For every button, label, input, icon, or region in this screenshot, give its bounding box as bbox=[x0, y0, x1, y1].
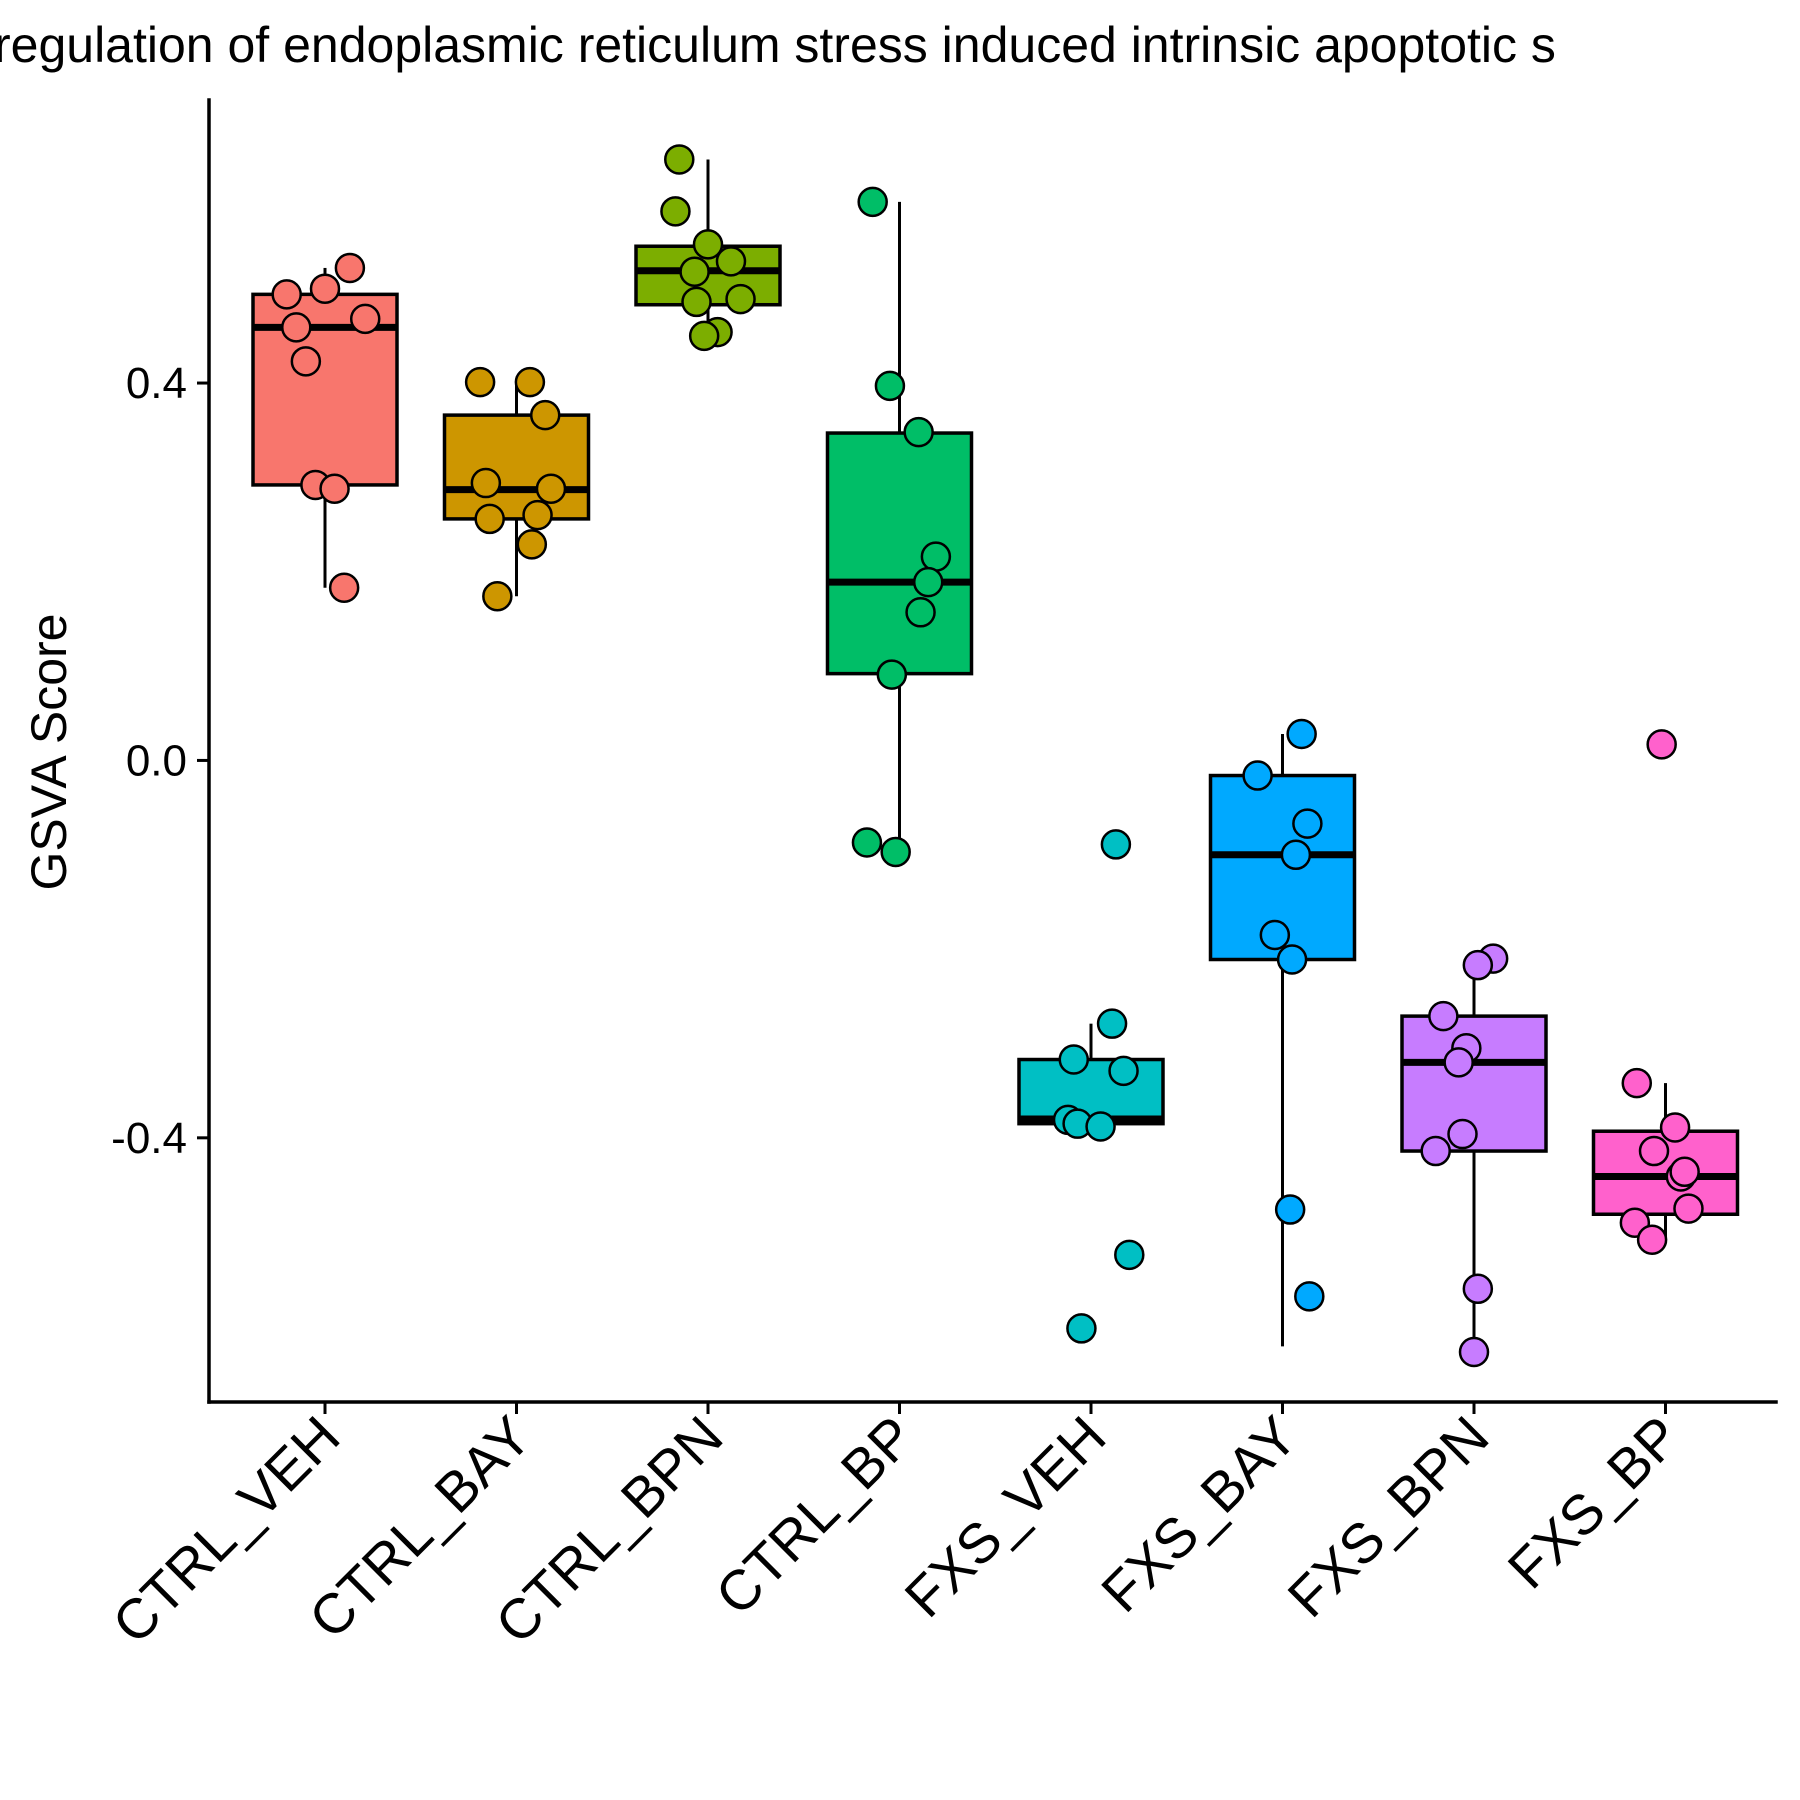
x-tick-label: FXS_BAY bbox=[1089, 1404, 1309, 1624]
data-point bbox=[857, 186, 888, 218]
data-point bbox=[1096, 1008, 1128, 1039]
data-point bbox=[470, 467, 502, 499]
data-point bbox=[725, 283, 756, 315]
data-point bbox=[1114, 1239, 1145, 1271]
y-axis-ticks: -0.4 0.0 0.4 bbox=[111, 359, 209, 1163]
box-fxs-bay bbox=[1208, 734, 1357, 1347]
data-point bbox=[1292, 808, 1323, 839]
data-point bbox=[514, 366, 546, 398]
data-point bbox=[1621, 1067, 1653, 1099]
data-point bbox=[660, 196, 691, 227]
data-point bbox=[1276, 944, 1308, 975]
data-point bbox=[271, 279, 302, 310]
data-point bbox=[715, 246, 747, 277]
data-point bbox=[1274, 1194, 1306, 1225]
data-point bbox=[1646, 729, 1677, 760]
data-point bbox=[516, 529, 548, 560]
data-point bbox=[679, 256, 710, 287]
data-point bbox=[1058, 1044, 1090, 1075]
data-point bbox=[903, 416, 934, 448]
data-point bbox=[464, 366, 496, 398]
data-point bbox=[664, 144, 695, 175]
data-point bbox=[1286, 718, 1317, 750]
points-fxs-bay bbox=[1242, 718, 1325, 1312]
data-point bbox=[1085, 1111, 1116, 1142]
box-body bbox=[1017, 1057, 1165, 1126]
data-point bbox=[1669, 1156, 1700, 1188]
x-tick-label: CTRL_BP bbox=[703, 1404, 926, 1627]
data-point bbox=[334, 252, 366, 284]
x-tick-label: FXS_BP bbox=[1496, 1404, 1692, 1600]
data-point bbox=[912, 566, 944, 598]
data-point bbox=[851, 827, 883, 858]
data-point bbox=[281, 312, 312, 343]
data-point bbox=[1259, 919, 1291, 951]
data-point bbox=[1294, 1281, 1325, 1312]
points-fxs-veh bbox=[1052, 829, 1145, 1344]
y-tick-label: -0.4 bbox=[111, 1114, 187, 1163]
data-point bbox=[1100, 829, 1132, 860]
data-point bbox=[1066, 1313, 1097, 1344]
data-point bbox=[1638, 1135, 1670, 1167]
box-plots bbox=[251, 159, 1740, 1352]
box-ctrl-bp bbox=[825, 201, 974, 852]
data-point bbox=[482, 581, 513, 612]
data-point bbox=[1242, 760, 1273, 791]
points-ctrl-veh bbox=[271, 252, 381, 604]
data-point bbox=[309, 273, 341, 304]
data-point bbox=[474, 503, 505, 535]
points-fxs-bp bbox=[1619, 729, 1704, 1255]
data-point bbox=[1443, 1047, 1474, 1078]
data-point bbox=[1420, 1135, 1451, 1167]
data-points bbox=[271, 144, 1704, 1368]
data-point bbox=[522, 499, 553, 531]
data-point bbox=[681, 286, 712, 318]
points-ctrl-bay bbox=[464, 366, 567, 612]
data-point bbox=[1636, 1224, 1668, 1255]
box-ctrl-bay bbox=[442, 382, 591, 597]
data-point bbox=[1659, 1112, 1691, 1143]
data-point bbox=[1447, 1118, 1478, 1150]
data-point bbox=[688, 320, 720, 352]
data-point bbox=[1462, 1273, 1494, 1305]
y-tick-label: 0.0 bbox=[126, 736, 187, 785]
data-point bbox=[319, 473, 350, 504]
points-ctrl-bpn bbox=[660, 144, 756, 352]
y-tick-label: 0.4 bbox=[126, 359, 187, 408]
data-point bbox=[535, 473, 567, 504]
box-fxs-bp bbox=[1591, 1083, 1740, 1240]
chart-title: regulation of endoplasmic reticulum stre… bbox=[0, 17, 1556, 73]
data-point bbox=[905, 597, 936, 628]
x-tick-label: FXS_BPN bbox=[1275, 1404, 1500, 1629]
y-axis-title: GSVA Score bbox=[21, 614, 77, 891]
box-body bbox=[442, 413, 591, 521]
data-point bbox=[920, 541, 952, 572]
data-point bbox=[1462, 949, 1494, 981]
data-point bbox=[876, 659, 908, 690]
data-point bbox=[349, 303, 381, 335]
data-point bbox=[1280, 839, 1312, 871]
points-ctrl-bp bbox=[851, 186, 952, 868]
data-point bbox=[290, 346, 322, 377]
data-point bbox=[1458, 1336, 1490, 1368]
data-point bbox=[529, 399, 561, 431]
data-point bbox=[880, 836, 911, 868]
x-axis-ticks: CTRL_VEHCTRL_BAYCTRL_BPNCTRL_BPFXS_VEHFX… bbox=[100, 1402, 1692, 1655]
data-point bbox=[1108, 1055, 1139, 1087]
data-point bbox=[874, 370, 906, 402]
data-point bbox=[1673, 1193, 1704, 1224]
data-point bbox=[692, 229, 724, 260]
points-fxs-bpn bbox=[1420, 943, 1509, 1368]
box-fxs-veh bbox=[1017, 1023, 1165, 1126]
data-point bbox=[328, 572, 360, 604]
data-point bbox=[1428, 1000, 1459, 1032]
x-tick-label: FXS_VEH bbox=[892, 1404, 1117, 1629]
